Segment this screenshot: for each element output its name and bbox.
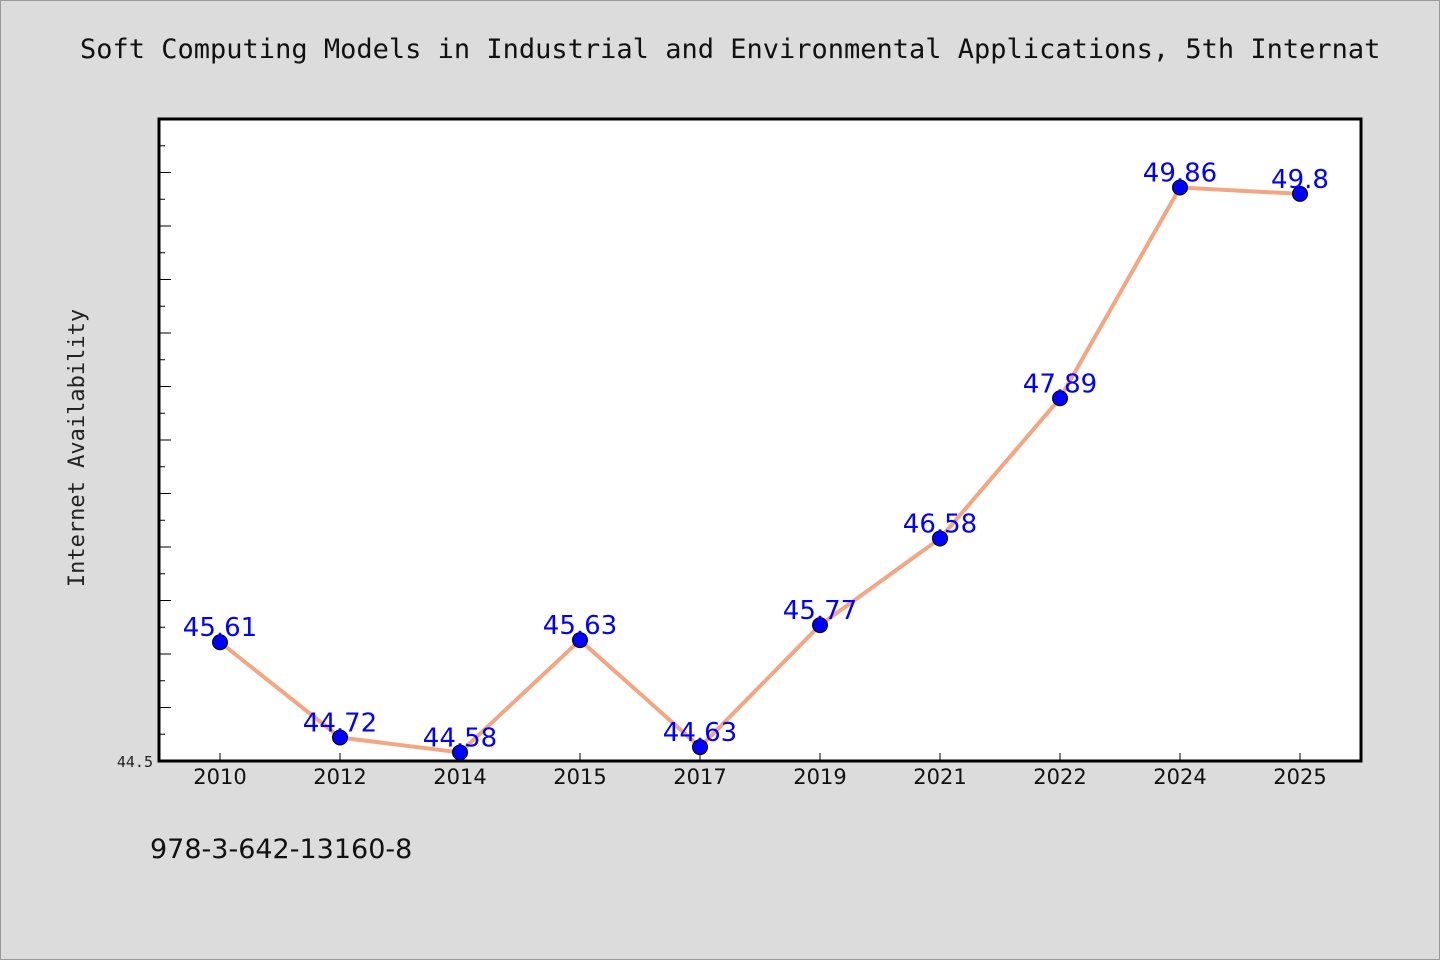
data-point [452, 744, 468, 761]
data-point [212, 634, 228, 651]
x-tick-label: 2021 [913, 765, 966, 789]
x-tick-label: 2024 [1153, 765, 1206, 789]
data-point [1172, 179, 1188, 196]
y-axis-label: Internet Availability [65, 309, 90, 587]
y-tick-label: 44.5 [117, 753, 153, 771]
x-tick-label: 2010 [193, 765, 246, 789]
x-axis-ticks: 2010 2012 2014 2015 2017 2019 2021 2022 2024 2025 [193, 753, 1327, 789]
data-label: 44.58 [423, 723, 497, 753]
series-line [218, 185, 1301, 755]
isbn-text: 978-3-642-13160-8 [150, 834, 413, 865]
x-tick-label: 2025 [1273, 765, 1326, 789]
data-point [572, 632, 588, 649]
data-label: 45.77 [783, 596, 857, 626]
x-tick-label: 2015 [553, 765, 606, 789]
series-line-group: 45.61 44.72 44.58 45.63 44.63 45.77 46.58 47.89… [183, 158, 1329, 761]
data-point [692, 739, 708, 756]
data-point [932, 530, 948, 547]
data-label: 49.8 [1271, 165, 1329, 195]
data-label: 46.58 [903, 509, 977, 539]
data-label: 45.61 [183, 613, 257, 643]
data-point [1052, 390, 1068, 407]
x-tick-label: 2022 [1033, 765, 1086, 789]
x-tick-label: 2017 [673, 765, 726, 789]
data-label: 44.63 [663, 718, 737, 748]
data-label: 47.89 [1023, 369, 1097, 399]
data-point [812, 617, 828, 634]
x-tick-label: 2019 [793, 765, 846, 789]
chart-title: Soft Computing Models in Industrial and … [80, 34, 1380, 65]
data-point [332, 729, 348, 746]
x-tick-label: 2012 [313, 765, 366, 789]
data-point [1292, 185, 1308, 202]
data-label: 44.72 [303, 708, 377, 738]
x-tick-label: 2014 [433, 765, 486, 789]
data-label: 49.86 [1143, 158, 1217, 188]
y-axis-ticks [159, 118, 171, 762]
data-label: 45.63 [543, 611, 617, 641]
plot-area [157, 117, 1363, 763]
